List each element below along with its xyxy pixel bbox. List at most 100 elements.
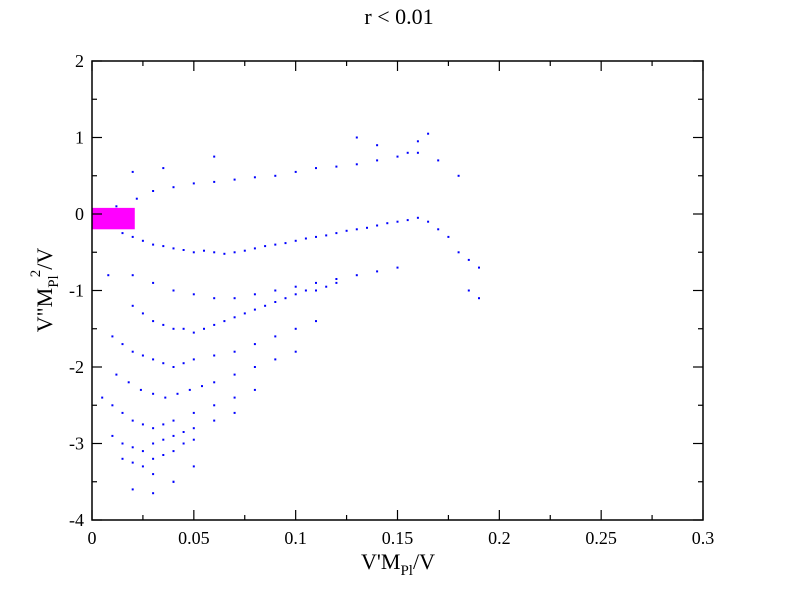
scatter-point [172,247,175,250]
x-axis-label-tail: /V [413,549,435,574]
scatter-point [274,243,277,246]
y-tick-label: -1 [69,281,84,301]
scatter-points [99,132,480,495]
y-tick-label: -2 [69,357,84,377]
scatter-point [457,251,460,254]
scatter-point [396,266,399,269]
scatter-point [121,442,124,445]
scatter-point [315,281,317,284]
scatter-point [172,419,175,422]
scatter-point [131,235,134,238]
y-tick-label: 0 [75,204,84,224]
scatter-point [335,165,338,168]
scatter-point [253,247,256,250]
scatter-point [478,297,480,300]
scatter-point [437,159,440,162]
scatter-point [253,366,256,368]
scatter-point [416,140,419,143]
scatter-point [294,239,297,242]
scatter-point [274,289,277,292]
scatter-point [152,190,155,192]
y-axis-label: V"MPl2/V [28,248,62,333]
scatter-point [355,136,358,139]
scatter-point [152,281,155,284]
scatter-point [131,461,134,464]
plot-frame [91,60,704,521]
scatter-point [376,224,379,227]
scatter-point [152,473,155,476]
scatter-point [131,304,134,307]
scatter-point [233,178,236,181]
scatter-point [396,155,399,158]
scatter-point [304,237,307,240]
scatter-point [152,442,155,445]
scatter-point [355,228,358,231]
scatter-point [478,266,480,269]
axis-ticks [91,60,704,521]
scatter-point [355,163,358,166]
scatter-point [457,174,460,177]
scatter-point [172,186,175,189]
scatter-point [192,251,195,254]
scatter-point [274,174,277,177]
scatter-point [294,350,297,353]
scatter-point [192,411,195,414]
scatter-point [366,226,368,229]
scatter-point [139,388,142,391]
scatter-point [294,293,297,296]
scatter-point [355,274,358,277]
x-tick-label: 0.3 [692,528,715,548]
scatter-point [162,323,165,326]
scatter-point [253,388,256,391]
scatter-point [162,438,165,441]
scatter-point [274,335,277,338]
scatter-point [152,320,155,323]
scatter-point [111,404,114,407]
scatter-point [325,234,328,237]
scatter-point [141,450,144,453]
y-tick-label: 2 [75,51,84,71]
scatter-point [141,465,144,468]
scatter-point [213,354,216,357]
scatter-point [376,270,379,273]
scatter-point [115,205,118,208]
scatter-point [325,285,328,288]
scatter-point [315,320,317,323]
scatter-point [192,182,195,185]
scatter-point [131,488,134,491]
scatter-point [115,373,118,376]
scatter-point [131,446,134,449]
scatter-point [243,312,246,315]
scatter-point [131,419,134,422]
scatter-point [213,251,216,254]
scatter-point [233,373,236,376]
scatter-point [188,388,191,391]
scatter-point [203,327,205,330]
scatter-point [253,293,256,296]
scatter-point [335,281,338,284]
scatter-point [172,366,175,368]
scatter-point [162,167,165,170]
scatter-point [111,335,114,338]
scatter-point [213,404,216,407]
scatter-point [141,423,144,426]
scatter-point [315,289,317,292]
scatter-point [304,289,307,292]
scatter-point [315,167,317,170]
scatter-point [386,222,389,225]
scatter-point [213,381,216,384]
scatter-point [121,232,124,235]
scatter-point [182,327,185,330]
scatter-point [437,228,440,231]
scatter-point [213,180,216,183]
scatter-point [243,249,246,252]
scatter-point [107,274,110,277]
scatter-point [192,427,195,430]
scatter-point [345,229,348,232]
chart-title: r < 0.01 [364,4,433,29]
scatter-point [172,450,175,453]
y-axis-label-sup: 2 [28,270,44,278]
scatter-point [203,249,205,252]
x-tick-label: 0.15 [382,528,414,548]
